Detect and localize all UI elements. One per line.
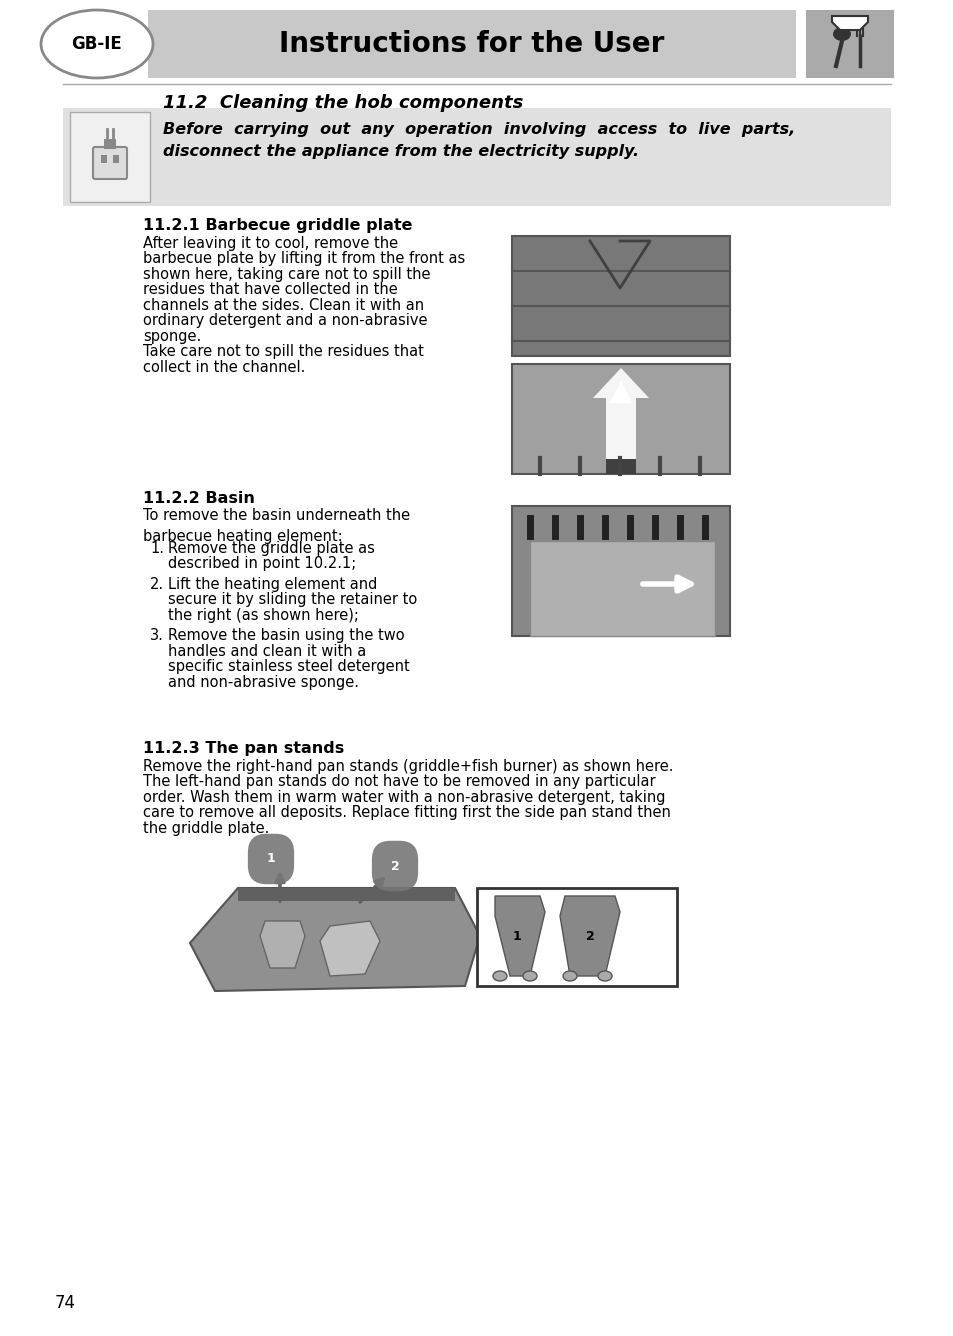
Text: handles and clean it with a: handles and clean it with a (168, 644, 366, 659)
Polygon shape (831, 16, 867, 29)
Polygon shape (495, 896, 544, 977)
FancyBboxPatch shape (512, 363, 729, 474)
Text: Lift the heating element and: Lift the heating element and (168, 577, 377, 592)
Text: secure it by sliding the retainer to: secure it by sliding the retainer to (168, 592, 416, 608)
Text: 74: 74 (55, 1295, 76, 1312)
Polygon shape (593, 367, 648, 398)
Ellipse shape (493, 971, 506, 981)
Text: and non-abrasive sponge.: and non-abrasive sponge. (168, 675, 358, 689)
Text: disconnect the appliance from the electricity supply.: disconnect the appliance from the electr… (163, 144, 639, 159)
Text: sponge.: sponge. (143, 329, 201, 343)
FancyBboxPatch shape (530, 541, 714, 636)
Polygon shape (237, 888, 455, 900)
Text: 1.: 1. (150, 541, 164, 556)
Text: Take care not to spill the residues that: Take care not to spill the residues that (143, 345, 423, 359)
Ellipse shape (562, 971, 577, 981)
Bar (104, 139, 116, 150)
Text: Remove the basin using the two: Remove the basin using the two (168, 628, 404, 644)
Text: Instructions for the User: Instructions for the User (279, 29, 664, 57)
Bar (112, 155, 119, 163)
Text: After leaving it to cool, remove the: After leaving it to cool, remove the (143, 236, 397, 251)
Polygon shape (605, 398, 636, 460)
Text: order. Wash them in warm water with a non-abrasive detergent, taking: order. Wash them in warm water with a no… (143, 790, 665, 806)
Text: 2.: 2. (150, 577, 164, 592)
Text: channels at the sides. Clean it with an: channels at the sides. Clean it with an (143, 298, 424, 313)
Text: The left-hand pan stands do not have to be removed in any particular: The left-hand pan stands do not have to … (143, 775, 655, 790)
Text: 2: 2 (390, 859, 399, 872)
FancyBboxPatch shape (70, 112, 150, 202)
Polygon shape (190, 888, 479, 991)
FancyBboxPatch shape (63, 108, 890, 206)
Text: 11.2.3 The pan stands: 11.2.3 The pan stands (143, 741, 344, 756)
Text: ordinary detergent and a non-abrasive: ordinary detergent and a non-abrasive (143, 314, 427, 329)
Text: collect in the channel.: collect in the channel. (143, 359, 305, 375)
Text: Remove the griddle plate as: Remove the griddle plate as (168, 541, 375, 556)
Text: 11.2.2 Basin: 11.2.2 Basin (143, 492, 254, 506)
Text: residues that have collected in the: residues that have collected in the (143, 282, 397, 298)
Text: specific stainless steel detergent: specific stainless steel detergent (168, 660, 410, 675)
Ellipse shape (832, 27, 850, 41)
Bar (101, 155, 107, 163)
Ellipse shape (598, 971, 612, 981)
FancyBboxPatch shape (512, 236, 729, 355)
FancyBboxPatch shape (92, 147, 127, 179)
Polygon shape (319, 921, 379, 977)
Text: 3.: 3. (150, 628, 164, 644)
Text: 2: 2 (585, 930, 594, 942)
Text: care to remove all deposits. Replace fitting first the side pan stand then: care to remove all deposits. Replace fit… (143, 806, 670, 820)
Text: 1: 1 (512, 930, 521, 942)
FancyBboxPatch shape (512, 506, 729, 636)
Ellipse shape (522, 971, 537, 981)
Text: described in point 10.2.1;: described in point 10.2.1; (168, 557, 355, 572)
Text: Remove the right-hand pan stands (griddle+fish burner) as shown here.: Remove the right-hand pan stands (griddl… (143, 759, 673, 774)
Text: shown here, taking care not to spill the: shown here, taking care not to spill the (143, 267, 430, 282)
Ellipse shape (41, 9, 152, 77)
Polygon shape (260, 921, 305, 969)
Text: GB-IE: GB-IE (71, 35, 122, 53)
Text: the griddle plate.: the griddle plate. (143, 822, 269, 836)
Text: To remove the basin underneath the
barbecue heating element:: To remove the basin underneath the barbe… (143, 508, 410, 544)
Text: Before  carrying  out  any  operation  involving  access  to  live  parts,: Before carrying out any operation involv… (163, 122, 795, 138)
FancyBboxPatch shape (476, 888, 677, 986)
Text: barbecue plate by lifting it from the front as: barbecue plate by lifting it from the fr… (143, 251, 465, 266)
Polygon shape (605, 460, 636, 474)
Text: 1: 1 (266, 852, 275, 866)
Text: 11.2  Cleaning the hob components: 11.2 Cleaning the hob components (163, 94, 523, 112)
Text: the right (as shown here);: the right (as shown here); (168, 608, 358, 623)
FancyBboxPatch shape (805, 9, 893, 77)
Polygon shape (559, 896, 619, 977)
Text: 11.2.1 Barbecue griddle plate: 11.2.1 Barbecue griddle plate (143, 218, 412, 232)
FancyBboxPatch shape (148, 9, 795, 77)
